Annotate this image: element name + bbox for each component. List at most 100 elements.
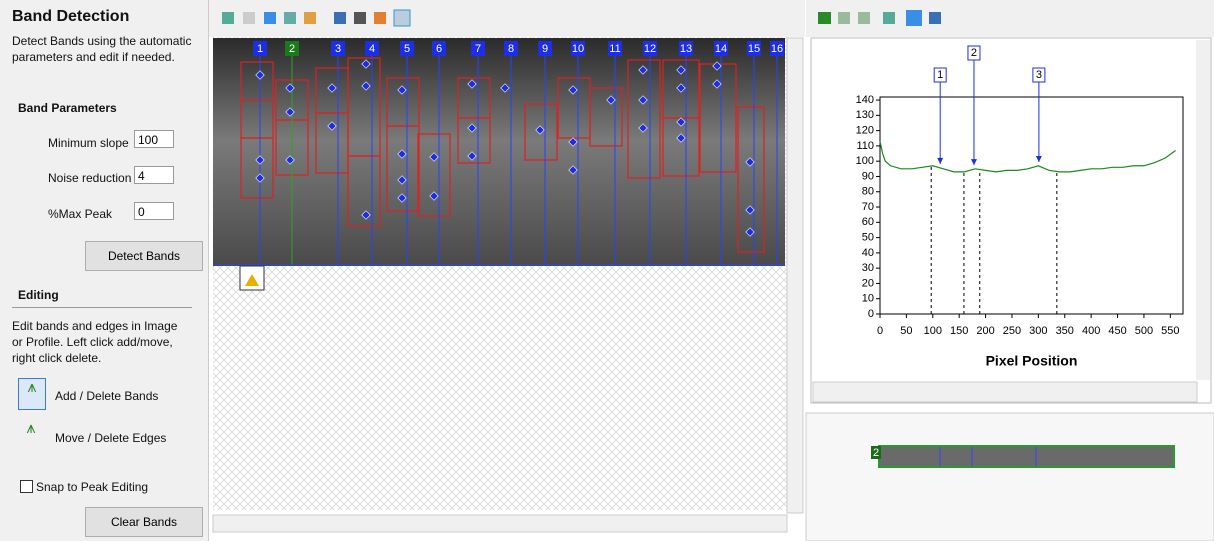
detect-button[interactable]: Detect Bands (85, 241, 203, 271)
param-label: Noise reduction (48, 171, 131, 185)
lane-label-box (679, 41, 693, 56)
band-point (362, 60, 370, 68)
y-tick-label: 50 (862, 231, 874, 243)
band-point (639, 96, 647, 104)
x-axis-label: Pixel Position (986, 353, 1078, 369)
band-point (677, 84, 685, 92)
band-box (387, 126, 419, 211)
band-box (276, 80, 308, 120)
param-label: Minimum slope (48, 136, 129, 150)
editing-description: Edit bands and edges in Image or Profile… (12, 318, 187, 366)
lane-label: 8 (508, 43, 514, 55)
lane-label: 2 (289, 43, 295, 55)
lane-label: 10 (572, 43, 584, 55)
lane-label: 14 (715, 43, 727, 55)
band-point (286, 156, 294, 164)
band-point (468, 80, 476, 88)
clear-button[interactable]: Clear Bands (85, 507, 203, 537)
image-background (213, 37, 787, 510)
band-point (607, 96, 615, 104)
band-point (328, 84, 336, 92)
scrollbar[interactable] (213, 515, 787, 532)
band-point (639, 66, 647, 74)
y-tick-label: 80 (862, 186, 874, 198)
band-marker-label: 3 (1036, 69, 1042, 81)
band-marker-box (934, 68, 946, 82)
band-box (558, 78, 590, 138)
band-box (663, 118, 699, 176)
band-point (713, 62, 721, 70)
band-point (398, 150, 406, 158)
lane-handle-icon (245, 274, 259, 286)
band-box (700, 64, 736, 172)
band-point (256, 174, 264, 182)
lane-label-box (538, 41, 552, 56)
toolbar (806, 0, 1214, 37)
tool-icon[interactable]: ⩚ (18, 420, 44, 450)
lane-label: 13 (680, 43, 692, 55)
y-tick-label: 70 (862, 201, 874, 213)
lane-label: 4 (369, 43, 375, 55)
band-point (430, 153, 438, 161)
band-marker-box (1033, 68, 1045, 82)
band-marker-head (937, 158, 943, 164)
lane-label: 5 (404, 43, 410, 55)
scrollbar[interactable] (1196, 40, 1210, 380)
band-point (256, 71, 264, 79)
lane-label-box (253, 41, 267, 56)
lane-label-box (432, 41, 446, 56)
band-box (663, 60, 699, 118)
checkbox[interactable] (20, 480, 33, 493)
scrollbar[interactable] (787, 38, 803, 513)
band-point (677, 134, 685, 142)
band-marker-label: 2 (971, 47, 977, 59)
y-tick-label: 10 (862, 293, 874, 305)
band-point (746, 228, 754, 236)
param-input[interactable]: 4 (134, 166, 174, 184)
y-tick-label: 40 (862, 247, 874, 259)
band-point (286, 108, 294, 116)
toolbar-icons (222, 10, 410, 26)
section-heading: Editing (18, 288, 59, 302)
plot-frame (880, 97, 1183, 314)
band-marker-label: 1 (937, 69, 943, 81)
y-tick-label: 30 (862, 262, 874, 274)
scrollbar[interactable] (813, 382, 1197, 402)
band-point (468, 124, 476, 132)
lane-label: 7 (475, 43, 481, 55)
lane-label-box (331, 41, 345, 56)
x-tick-label: 200 (976, 325, 994, 337)
param-input[interactable]: 100 (134, 130, 174, 148)
band-point (398, 86, 406, 94)
lane-label-box (471, 41, 485, 56)
param-label: %Max Peak (48, 207, 112, 221)
tool-icon[interactable]: ⩚ (18, 378, 46, 410)
band-point (639, 124, 647, 132)
band-box (316, 113, 348, 173)
param-input[interactable]: 0 (134, 202, 174, 220)
y-tick-label: 140 (856, 94, 874, 106)
tool-label[interactable]: Move / Delete Edges (55, 431, 166, 445)
tool-label[interactable]: Add / Delete Bands (55, 389, 158, 403)
lane-label-box (365, 41, 379, 56)
thumbnail-panel (806, 413, 1214, 541)
toolbar (209, 0, 805, 37)
lane-label: 1 (257, 43, 263, 55)
band-box (738, 107, 764, 252)
thumbnail-label: 2 (873, 447, 879, 459)
lane-label-box (504, 41, 518, 56)
divider (12, 307, 192, 308)
band-box (348, 58, 380, 156)
lane-label: 3 (335, 43, 341, 55)
band-point (677, 66, 685, 74)
x-tick-label: 150 (950, 325, 968, 337)
band-point (569, 166, 577, 174)
x-tick-label: 50 (900, 325, 912, 337)
band-point (713, 80, 721, 88)
lane-label-box (285, 41, 299, 56)
band-box (458, 78, 490, 118)
lane-handle[interactable] (240, 266, 264, 290)
x-tick-label: 350 (1056, 325, 1074, 337)
lane-label: 15 (748, 43, 760, 55)
checkbox-label[interactable]: Snap to Peak Editing (36, 480, 148, 494)
